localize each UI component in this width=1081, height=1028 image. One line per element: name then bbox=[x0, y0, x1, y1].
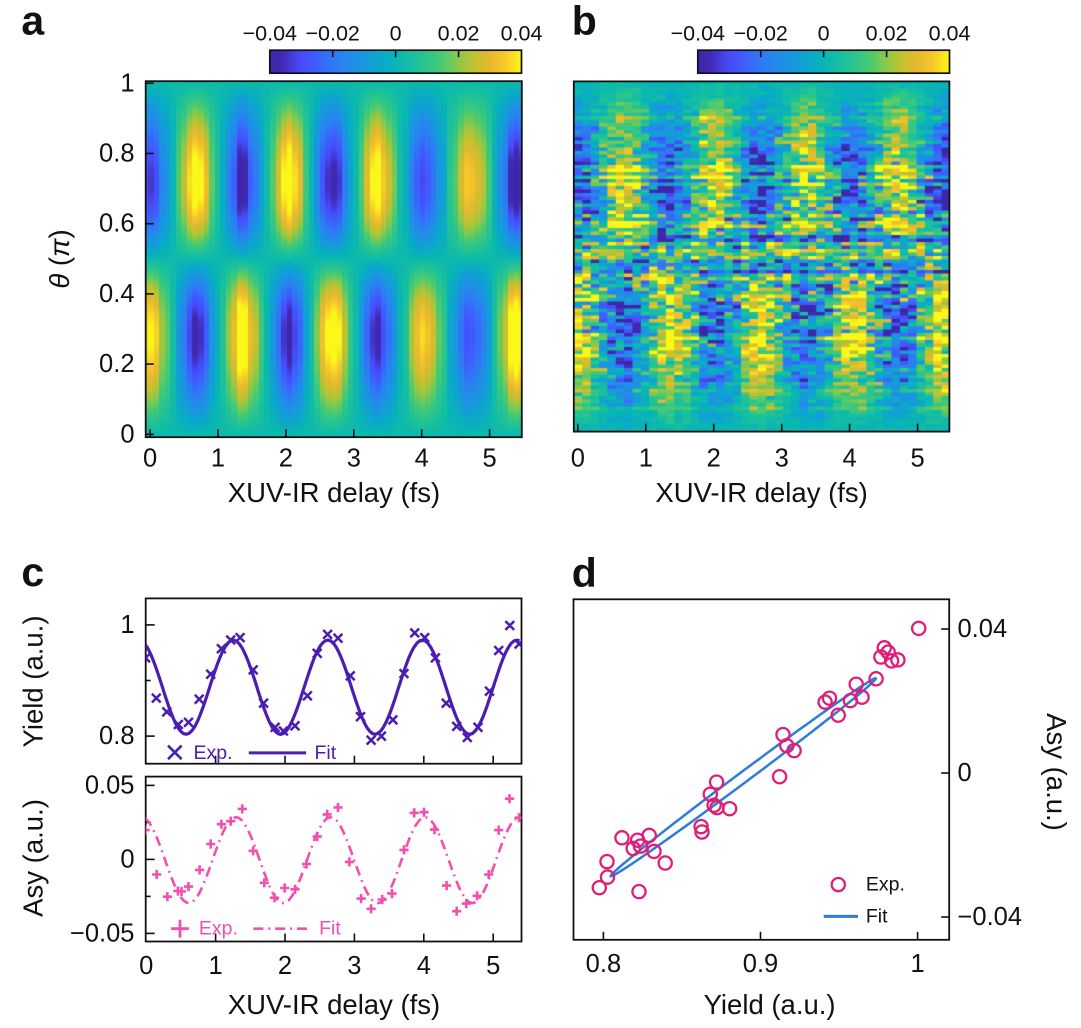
svg-text:0: 0 bbox=[139, 952, 153, 980]
svg-text:−0.02: −0.02 bbox=[305, 22, 359, 46]
svg-text:1: 1 bbox=[209, 952, 223, 980]
svg-text:Exp.: Exp. bbox=[866, 874, 905, 896]
svg-text:XUV-IR delay (fs): XUV-IR delay (fs) bbox=[228, 989, 440, 1020]
svg-text:4: 4 bbox=[843, 445, 857, 473]
svg-text:4: 4 bbox=[415, 445, 429, 473]
svg-text:2: 2 bbox=[279, 445, 293, 473]
svg-text:2: 2 bbox=[707, 445, 721, 473]
svg-text:c: c bbox=[21, 549, 44, 595]
svg-text:Yield (a.u.): Yield (a.u.) bbox=[704, 989, 836, 1020]
svg-text:0.02: 0.02 bbox=[866, 22, 908, 46]
svg-text:5: 5 bbox=[483, 445, 497, 473]
svg-text:1: 1 bbox=[639, 445, 653, 473]
svg-text:0: 0 bbox=[390, 22, 402, 46]
svg-text:3: 3 bbox=[347, 445, 361, 473]
svg-text:0: 0 bbox=[120, 845, 134, 873]
svg-text:5: 5 bbox=[911, 445, 925, 473]
svg-text:−0.02: −0.02 bbox=[733, 22, 787, 46]
svg-text:Exp.: Exp. bbox=[194, 742, 233, 764]
svg-text:3: 3 bbox=[775, 445, 789, 473]
svg-text:0.9: 0.9 bbox=[743, 950, 778, 978]
svg-text:XUV-IR delay (fs): XUV-IR delay (fs) bbox=[655, 477, 867, 508]
svg-text:Yield (a.u.): Yield (a.u.) bbox=[17, 616, 48, 748]
svg-text:1: 1 bbox=[211, 445, 225, 473]
svg-text:−0.04: −0.04 bbox=[958, 903, 1023, 931]
svg-text:0.8: 0.8 bbox=[99, 722, 134, 750]
svg-text:0: 0 bbox=[958, 759, 972, 787]
svg-text:−0.05: −0.05 bbox=[70, 919, 135, 947]
svg-text:0.2: 0.2 bbox=[99, 350, 134, 378]
svg-text:Fit: Fit bbox=[315, 742, 337, 764]
svg-text:a: a bbox=[21, 0, 45, 44]
svg-text:Asy (a.u.): Asy (a.u.) bbox=[17, 799, 48, 917]
svg-text:0.04: 0.04 bbox=[929, 22, 971, 46]
svg-text:0: 0 bbox=[571, 445, 585, 473]
svg-text:3: 3 bbox=[347, 952, 361, 980]
svg-text:−0.04: −0.04 bbox=[671, 22, 725, 46]
svg-text:0.04: 0.04 bbox=[958, 615, 1008, 643]
svg-text:Asy (a.u.): Asy (a.u.) bbox=[1041, 713, 1072, 831]
svg-text:Exp.: Exp. bbox=[199, 918, 238, 940]
svg-text:0.8: 0.8 bbox=[586, 950, 621, 978]
svg-text:XUV-IR delay (fs): XUV-IR delay (fs) bbox=[228, 477, 440, 508]
svg-text:0: 0 bbox=[143, 445, 157, 473]
svg-text:0.6: 0.6 bbox=[99, 210, 134, 238]
svg-text:Fit: Fit bbox=[319, 918, 341, 940]
svg-text:0.04: 0.04 bbox=[501, 22, 543, 46]
svg-text:0.4: 0.4 bbox=[99, 280, 134, 308]
svg-text:b: b bbox=[572, 0, 597, 44]
svg-text:1: 1 bbox=[120, 69, 134, 97]
svg-text:2: 2 bbox=[278, 952, 292, 980]
svg-text:0.05: 0.05 bbox=[85, 771, 135, 799]
svg-text:0: 0 bbox=[818, 22, 830, 46]
svg-text:4: 4 bbox=[417, 952, 431, 980]
svg-text:0.02: 0.02 bbox=[438, 22, 480, 46]
svg-text:1: 1 bbox=[911, 950, 925, 978]
svg-text:1: 1 bbox=[120, 611, 134, 639]
svg-text:0.8: 0.8 bbox=[99, 140, 134, 168]
svg-text:d: d bbox=[572, 550, 597, 596]
svg-text:5: 5 bbox=[486, 952, 500, 980]
svg-text:Fit: Fit bbox=[866, 905, 888, 927]
svg-text:θ (π): θ (π) bbox=[44, 229, 75, 288]
svg-text:0: 0 bbox=[120, 420, 134, 448]
svg-text:−0.04: −0.04 bbox=[243, 22, 297, 46]
